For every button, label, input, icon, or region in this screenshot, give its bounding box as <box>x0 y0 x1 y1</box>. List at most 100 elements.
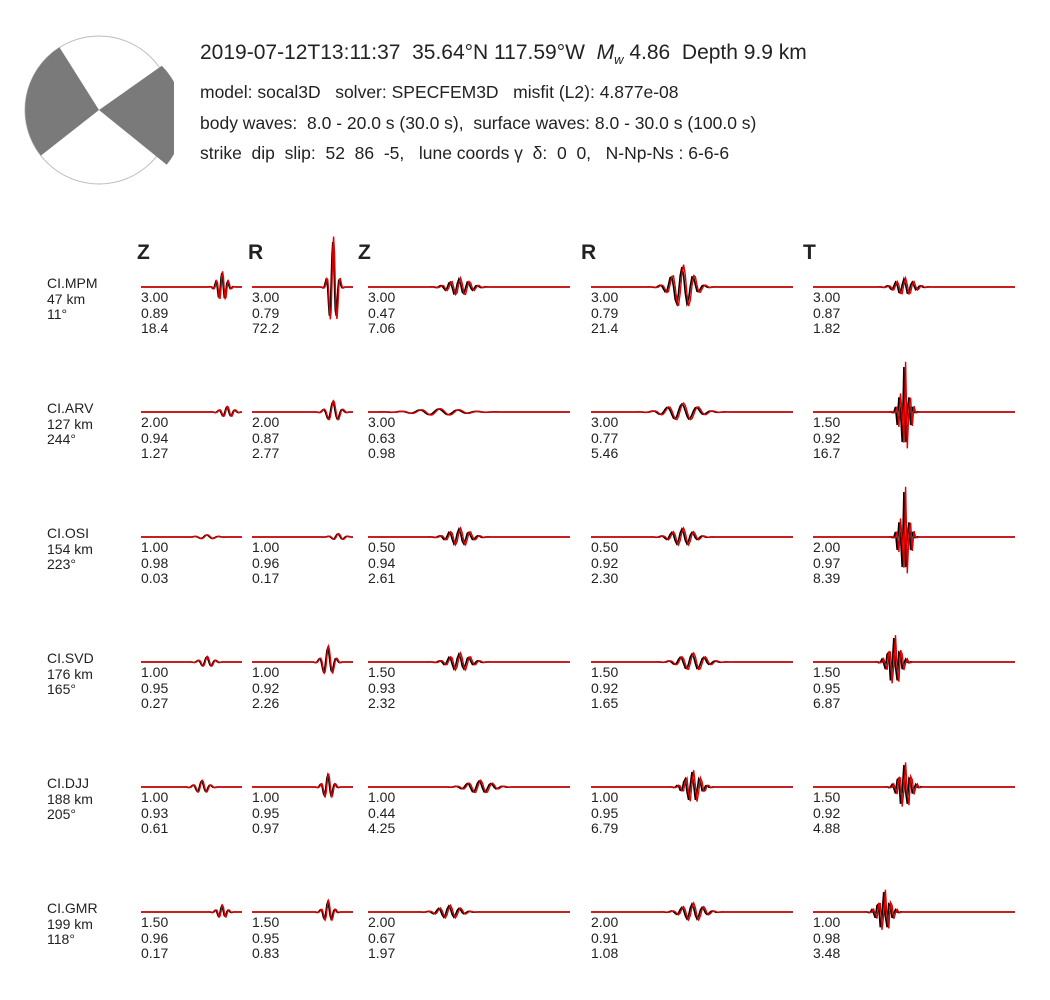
panel-cc: 0.44 <box>368 804 396 821</box>
synthetic-waveform <box>368 407 570 416</box>
panel-cc: 0.95 <box>591 804 619 821</box>
magnitude-symbol: Mw <box>596 41 624 68</box>
observed-waveform <box>813 366 1015 443</box>
synthetic-waveform <box>368 903 570 920</box>
panel-cc: 0.87 <box>252 429 280 446</box>
panel-scale: 3.00 <box>591 414 619 430</box>
panel-scale: 2.00 <box>252 414 280 430</box>
synthetic-waveform <box>591 651 793 671</box>
panel-stats: 3.00 0.47 7.06 <box>368 289 396 337</box>
panel-stats: 1.00 0.98 3.48 <box>813 914 841 962</box>
panel-scale: 1.50 <box>252 914 280 930</box>
panel-cc: 0.94 <box>141 429 169 446</box>
station-name: CI.ARV <box>47 400 94 416</box>
panel-cc: 0.92 <box>813 804 841 821</box>
synthetic-waveform <box>141 271 242 301</box>
panel-misfit: 1.82 <box>813 320 841 336</box>
synthetic-waveform <box>141 779 242 794</box>
event-depth: Depth 9.9 km <box>681 41 807 64</box>
synthetic-waveform <box>813 889 1015 930</box>
synthetic-waveform <box>368 779 570 794</box>
panel-scale: 1.00 <box>252 789 280 805</box>
panel-misfit: 2.30 <box>591 570 619 586</box>
synthetic-waveform <box>813 361 1015 449</box>
station-name: CI.OSI <box>47 525 90 541</box>
station-distance: 199 km <box>47 915 93 932</box>
synthetic-waveform <box>141 405 243 418</box>
panel-cc: 0.92 <box>591 679 619 696</box>
synthetic-waveform <box>591 770 793 802</box>
panel-stats: 2.00 0.67 1.97 <box>368 914 396 962</box>
panel-scale: 1.00 <box>141 664 169 680</box>
synthetic-waveform <box>252 532 353 540</box>
panel-scale: 1.00 <box>141 789 169 805</box>
panel-cc: 0.95 <box>252 804 280 821</box>
synthetic-waveform <box>368 650 570 672</box>
station-distance: 47 km <box>47 290 86 307</box>
panel-stats: 2.00 0.91 1.08 <box>591 914 618 962</box>
column-header-surface-z: Z <box>358 241 371 264</box>
synthetic-waveform <box>252 236 353 320</box>
panel-stats: 0.50 0.94 2.61 <box>368 539 395 587</box>
station-name: CI.DJJ <box>47 775 89 791</box>
panel-scale: 2.00 <box>368 914 396 930</box>
synthetic-waveform <box>813 486 1015 574</box>
column-header-body-z: Z <box>137 241 150 264</box>
panel-scale: 1.00 <box>252 664 280 680</box>
synthetic-waveform <box>813 635 1015 684</box>
column-header-surface-r: R <box>581 241 597 264</box>
panel-stats: 3.00 0.89 18.4 <box>141 289 169 337</box>
panel-misfit: 18.4 <box>141 320 169 336</box>
panel-misfit: 2.77 <box>252 445 280 461</box>
panel-cc: 0.95 <box>813 679 841 696</box>
synthetic-waveform <box>591 401 793 421</box>
station-azimuth: 118° <box>47 931 75 947</box>
panel-cc: 0.79 <box>591 304 619 321</box>
panel-cc: 0.63 <box>368 429 396 446</box>
synthetic-waveform <box>813 275 1015 296</box>
panel-misfit: 6.79 <box>591 820 619 836</box>
panel-scale: 1.00 <box>813 914 841 930</box>
station-azimuth: 11° <box>47 306 68 322</box>
panel-cc: 0.98 <box>141 554 169 571</box>
panel-misfit: 0.61 <box>141 820 169 836</box>
panel-scale: 0.50 <box>591 539 619 555</box>
station-azimuth: 223° <box>47 556 76 572</box>
panel-misfit: 0.17 <box>141 945 169 961</box>
panel-misfit: 0.83 <box>252 945 280 961</box>
panel-scale: 3.00 <box>368 289 396 305</box>
station-label: CI.GMR 199 km 118° <box>47 900 98 948</box>
panel-stats: 1.00 0.95 0.97 <box>252 789 280 837</box>
event-location: 35.64°N 117.59°W <box>412 41 585 64</box>
panel-stats: 1.00 0.98 0.03 <box>141 539 169 587</box>
panel-misfit: 1.97 <box>368 945 396 961</box>
panel-misfit: 72.2 <box>252 320 280 336</box>
observed-waveform <box>813 637 1015 681</box>
panel-cc: 0.93 <box>141 804 169 821</box>
panel-misfit: 1.27 <box>141 445 169 461</box>
panel-stats: 1.00 0.93 0.61 <box>141 789 169 837</box>
panel-cc: 0.96 <box>252 554 280 571</box>
panel-scale: 1.50 <box>368 664 396 680</box>
panel-misfit: 5.46 <box>591 445 619 461</box>
panel-cc: 0.47 <box>368 304 396 321</box>
panel-scale: 1.00 <box>591 789 619 805</box>
panel-stats: 2.00 0.97 8.39 <box>813 539 841 587</box>
panel-misfit: 21.4 <box>591 320 619 336</box>
observed-waveform <box>252 400 353 420</box>
panel-stats: 3.00 0.79 21.4 <box>591 289 619 337</box>
panel-stats: 1.50 0.92 1.65 <box>591 664 619 712</box>
panel-cc: 0.97 <box>813 554 841 571</box>
station-label: CI.DJJ 188 km 205° <box>47 775 93 823</box>
synthetic-waveform <box>252 898 353 922</box>
panel-cc: 0.77 <box>591 429 619 446</box>
panel-stats: 0.50 0.92 2.30 <box>591 539 619 587</box>
panel-cc: 0.96 <box>141 929 169 946</box>
panel-misfit: 3.48 <box>813 945 841 961</box>
panel-scale: 1.00 <box>368 789 396 805</box>
event-magnitude: 4.86 <box>629 41 671 64</box>
synthetic-waveform <box>141 534 242 540</box>
synthetic-waveform <box>141 655 242 668</box>
panel-misfit: 1.65 <box>591 695 619 711</box>
